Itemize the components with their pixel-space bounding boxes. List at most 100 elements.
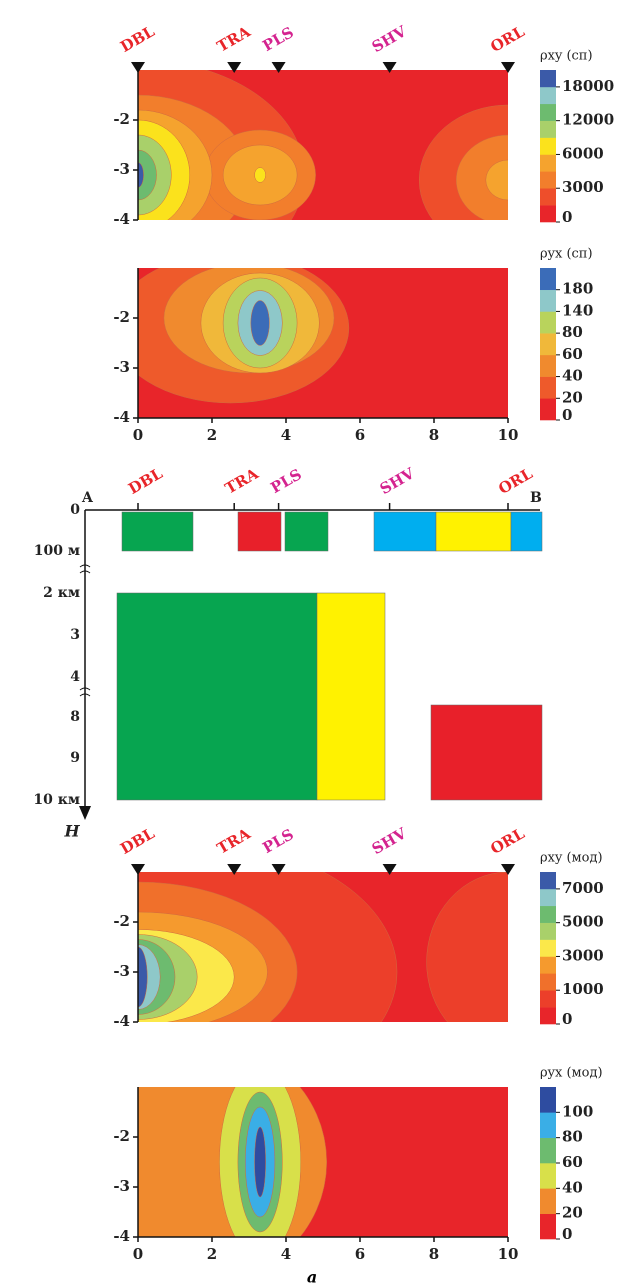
station-marker	[382, 62, 397, 73]
x-tick-label: 10	[498, 1245, 519, 1263]
depth-arrow	[79, 806, 91, 820]
station-label: PLS	[259, 23, 296, 55]
x-tick-label: 2	[207, 1245, 217, 1263]
colorbar-band	[540, 354, 556, 377]
colorbar-band	[540, 1087, 556, 1113]
contour-band	[485, 159, 508, 201]
colorbar-label: 0	[562, 406, 572, 424]
y-tick-label: -2	[113, 1127, 130, 1145]
x-tick-label: 6	[355, 1245, 365, 1263]
contour-field	[138, 70, 508, 220]
colorbar-label: 20	[562, 388, 583, 406]
contour-band	[426, 872, 508, 1022]
colorbar-band	[540, 171, 556, 189]
contour-band	[254, 1126, 266, 1198]
colorbar-band	[540, 289, 556, 312]
colorbar-label: 180	[562, 280, 593, 298]
colorbar-band	[540, 1137, 556, 1164]
y-tick-label: -2	[113, 110, 130, 128]
y-tick-label: -3	[113, 962, 130, 980]
depth-label: 9	[70, 750, 80, 766]
colorbar-band	[540, 333, 556, 356]
colorbar-band	[540, 922, 556, 940]
geologic-block	[430, 704, 543, 801]
geologic-block	[316, 592, 386, 801]
colorbar-label: 3000	[562, 946, 604, 964]
depth-label: 4	[70, 669, 80, 685]
colorbar-band	[540, 1188, 556, 1214]
y-tick-label: -4	[113, 1227, 130, 1245]
axis-break	[79, 564, 91, 574]
colorbar-label: 80	[562, 1128, 583, 1146]
contour-band	[455, 134, 508, 220]
contour-band	[138, 162, 144, 188]
station-label: SHV	[369, 22, 410, 56]
y-tick-label: -4	[113, 408, 130, 426]
station-label: PLS	[259, 825, 296, 857]
colorbar-label: 20	[562, 1204, 583, 1222]
colorbar-label: 0	[562, 208, 572, 226]
station-label: PLS	[267, 465, 304, 497]
colorbar-label: 6000	[562, 144, 604, 162]
x-tick-label: 2	[207, 426, 217, 444]
colorbar-band	[540, 990, 556, 1008]
section-start: A	[81, 490, 94, 506]
geologic-block	[435, 511, 512, 552]
station-marker	[382, 864, 397, 875]
geologic-block	[284, 511, 329, 552]
colorbar-band	[540, 376, 556, 399]
geologic-block	[121, 511, 194, 552]
station-label: TRA	[214, 22, 254, 55]
colorbar-label: 40	[562, 367, 583, 385]
station-marker	[227, 62, 242, 73]
colorbar-label: 0	[562, 1010, 572, 1028]
station-label: ORL	[487, 22, 528, 56]
geologic-block	[237, 511, 282, 552]
colorbar-label: 18000	[562, 77, 614, 95]
station-label: DBL	[125, 464, 166, 498]
colorbar-title: ρyx (мод)	[540, 1066, 603, 1081]
y-tick-label: -4	[113, 210, 130, 228]
x-tick-label: 4	[281, 426, 291, 444]
colorbar-band	[540, 205, 556, 223]
x-tick-label: 8	[429, 426, 439, 444]
colorbar-band	[540, 268, 556, 291]
depth-label: 10 км	[33, 792, 80, 808]
station-marker	[227, 864, 242, 875]
y-tick-label: -2	[113, 308, 130, 326]
colorbar-band	[540, 1213, 556, 1240]
colorbar-label: 0	[562, 1225, 572, 1243]
x-tick-label: 0	[133, 1245, 143, 1263]
colorbar-band	[540, 939, 556, 957]
y-tick-label: -3	[113, 160, 130, 178]
contour-field	[138, 268, 508, 418]
depth-label: 0	[70, 502, 80, 518]
contour-band	[254, 167, 266, 183]
colorbar-band	[540, 188, 556, 206]
depth-axis-label: H	[63, 822, 80, 841]
colorbar-band	[540, 398, 556, 421]
x-tick-label: 4	[281, 1245, 291, 1263]
y-tick-label: -3	[113, 1177, 130, 1195]
colorbar-label: 60	[562, 345, 583, 363]
depth-label: 100 м	[34, 543, 80, 559]
station-marker	[271, 62, 286, 73]
station-label: DBL	[117, 824, 158, 858]
colorbar-band	[540, 1007, 556, 1025]
colorbar-band	[540, 154, 556, 172]
colorbar-label: 1000	[562, 980, 604, 998]
colorbar-label: 60	[562, 1153, 583, 1171]
y-tick-label: -4	[113, 1012, 130, 1030]
y-tick-label: -3	[113, 358, 130, 376]
x-tick-label: 10	[498, 426, 519, 444]
x-tick-label: 0	[133, 426, 143, 444]
station-label: SHV	[377, 464, 418, 498]
axis-break	[79, 687, 91, 697]
geologic-block	[373, 511, 437, 552]
station-label: TRA	[222, 464, 262, 497]
colorbar-label: 80	[562, 323, 583, 341]
colorbar-label: 7000	[562, 879, 604, 897]
station-label: SHV	[369, 824, 410, 858]
colorbar-title: ρxy (мод)	[540, 851, 603, 866]
